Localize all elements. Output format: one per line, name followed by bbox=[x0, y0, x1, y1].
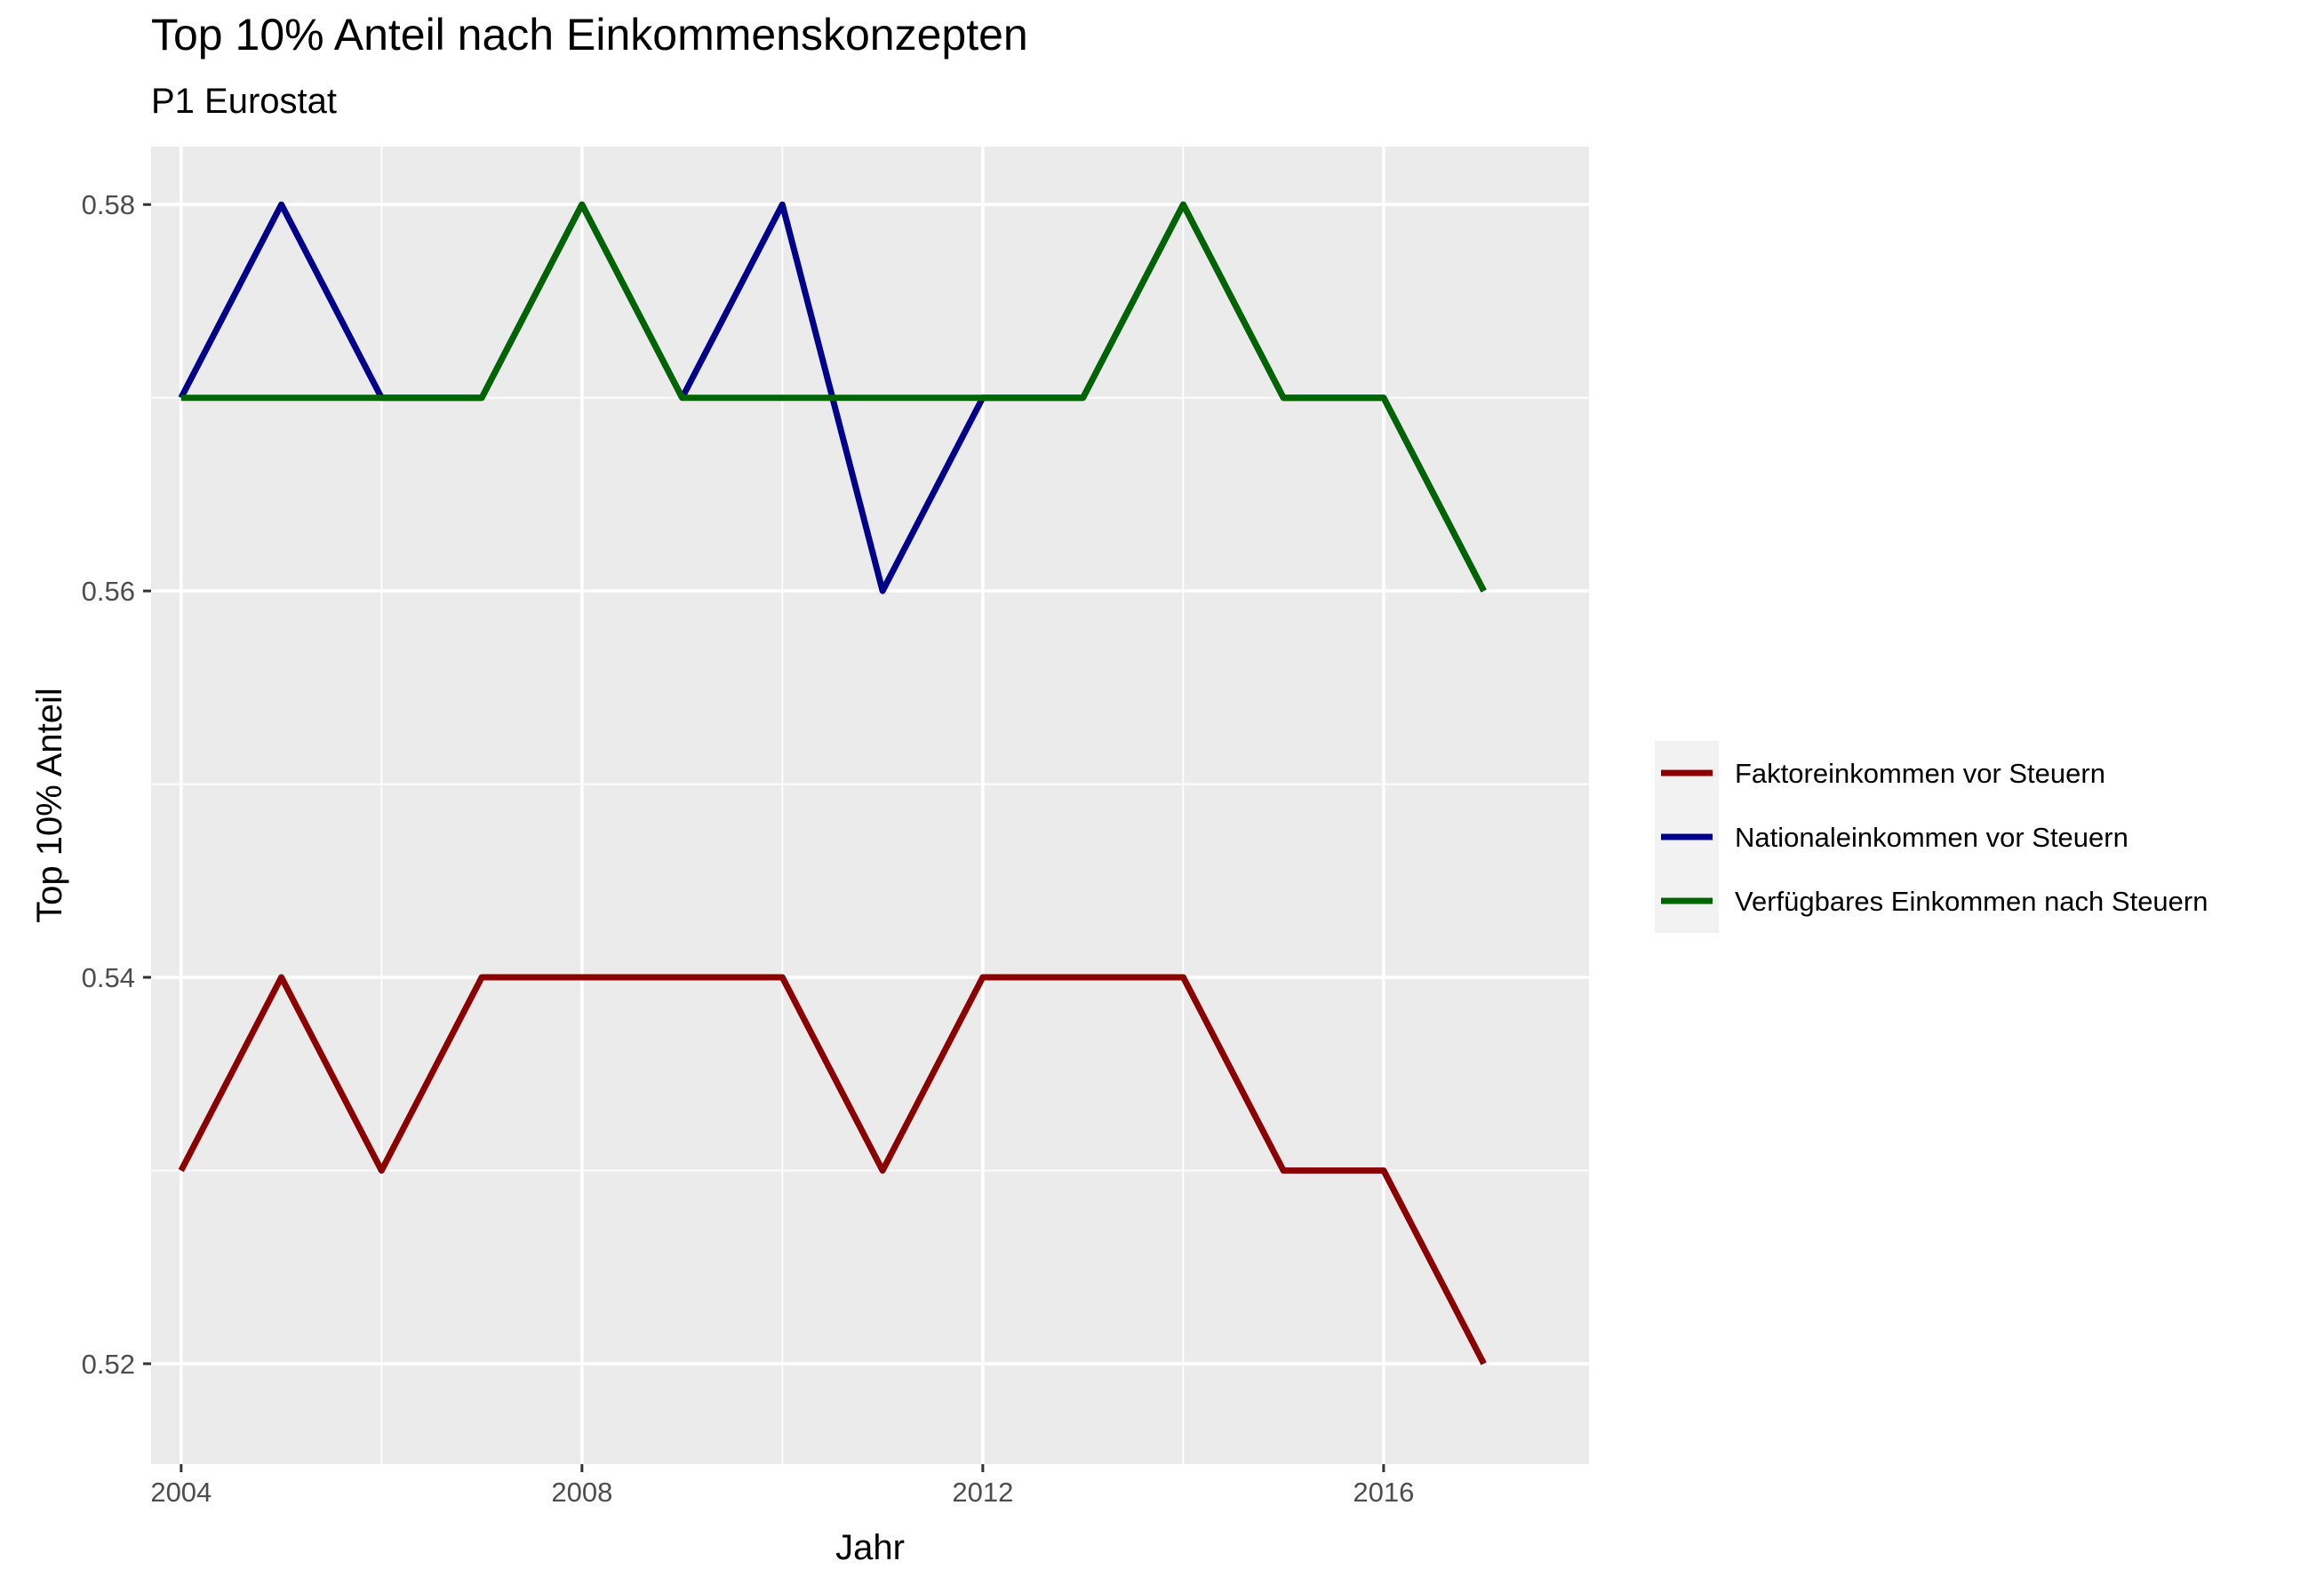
x-tick-label: 2016 bbox=[1353, 1477, 1414, 1508]
y-tick-label: 0.52 bbox=[82, 1349, 135, 1380]
legend: Faktoreinkommen vor Steuern Nationaleinko… bbox=[1655, 741, 2208, 933]
y-axis-title: Top 10% Anteil bbox=[30, 688, 69, 923]
x-axis-title: Jahr bbox=[835, 1528, 905, 1567]
y-tick-label: 0.56 bbox=[82, 576, 135, 607]
x-tick-label: 2008 bbox=[551, 1477, 612, 1508]
y-axis: 0.52 0.54 0.56 0.58 bbox=[82, 189, 151, 1380]
plot-panel bbox=[151, 147, 1589, 1464]
chart-subtitle: P1 Eurostat bbox=[151, 82, 338, 121]
x-axis: 2004 2008 2012 2016 bbox=[150, 1464, 1414, 1508]
legend-label: Faktoreinkommen vor Steuern bbox=[1735, 758, 2105, 789]
y-tick-label: 0.58 bbox=[82, 189, 135, 220]
series-layer bbox=[178, 201, 1487, 1366]
legend-label: Nationaleinkommen vor Steuern bbox=[1735, 822, 2128, 853]
x-tick-label: 2012 bbox=[952, 1477, 1013, 1508]
series-line-1 bbox=[178, 974, 1487, 1366]
y-tick-label: 0.54 bbox=[82, 962, 135, 993]
chart-title: Top 10% Anteil nach Einkommenskonzepten bbox=[151, 10, 1028, 60]
series-line-3 bbox=[180, 201, 1487, 593]
legend-label: Verfügbares Einkommen nach Steuern bbox=[1735, 886, 2208, 917]
x-tick-label: 2004 bbox=[150, 1477, 212, 1508]
grid-major bbox=[151, 147, 1589, 1464]
